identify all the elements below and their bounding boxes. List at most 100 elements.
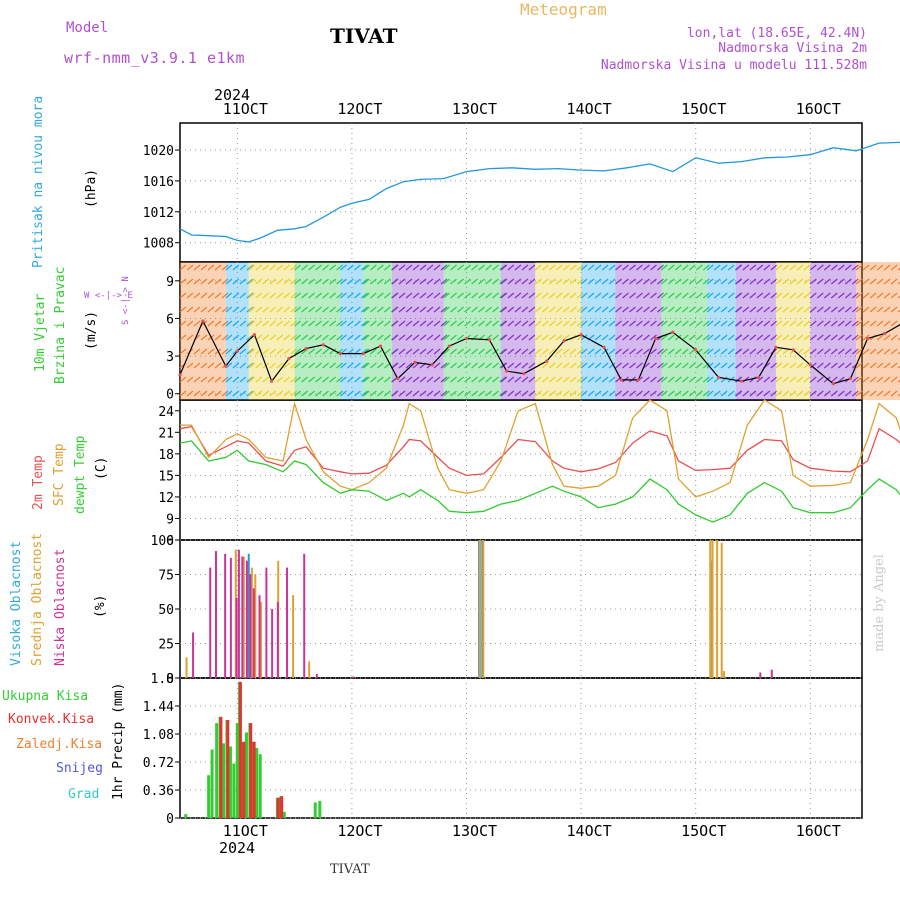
bar [209,567,212,678]
wind-barb [789,264,797,271]
wind-barb [562,390,570,397]
wind-barb [534,376,542,383]
wind-barb [412,390,420,397]
wind-barb [315,348,323,355]
wind-barb [391,348,399,355]
wind-speed-point [653,336,658,341]
wind-barb [354,362,361,369]
wind-barb [405,306,413,313]
wind-barb [322,376,330,383]
wind-barb [485,362,492,369]
wind-barb [643,320,650,327]
wind-barb [500,292,508,299]
wind-barb [290,348,298,355]
wind-barb [179,292,187,299]
wind-barb [727,320,735,327]
wind-barb [528,292,536,299]
wind-barb [660,390,668,397]
wind-barb [667,320,675,327]
y-tick-label: 0.36 [143,784,174,799]
wind-barb [562,292,570,299]
wind-barb [541,306,549,313]
wind-barb [528,362,536,369]
wind-barb [193,376,201,383]
wind-barb [450,334,457,341]
wind-barb [248,292,256,299]
wind-barb [534,390,542,397]
bar [244,732,248,818]
wind-barb [471,292,478,299]
wind-barb [890,264,898,271]
wind-barb [499,264,506,271]
wind-barb [443,362,450,369]
wind-barb [239,390,247,397]
wind-barb [276,334,284,341]
wind-barb [276,362,284,369]
wind-speed-point [866,336,870,341]
wind-barb [650,306,657,313]
wind-barb [667,306,675,313]
wind-barb [412,320,420,327]
wind-barb [485,264,492,271]
wind-barb [803,348,811,355]
wind-barb [580,362,588,369]
wind-barb [500,376,508,383]
wind-barb [329,264,337,271]
wind-barb [290,292,298,299]
wind-barb [727,348,735,355]
wind-barb [720,292,728,299]
wind-barb [796,306,804,313]
wind-barb [702,376,710,383]
wind-barb [782,348,790,355]
wind-direction-band [294,262,341,400]
wind-barb [594,362,602,369]
bar [255,748,259,818]
precip-legend-total: Ukupna Kisa [2,689,88,704]
wind-barb [576,362,584,369]
wind-barb [837,362,845,369]
wind-barb [376,278,384,285]
wind-barb [322,292,330,299]
wind-barb [541,348,549,355]
bar [214,551,217,678]
wind-barb [789,306,797,313]
wind-barb [636,334,643,341]
wind-barb [796,390,804,397]
wind-barb [340,264,347,271]
wind-speed-point [694,348,698,352]
wind-barb [179,334,187,341]
wind-barb [361,320,368,327]
wind-barb [507,362,515,369]
wind-barb [660,376,668,383]
wind-barb [883,292,891,299]
wind-barb [443,264,450,271]
wind-barb [695,348,703,355]
wind-barb [207,320,215,327]
wind-barb [398,306,406,313]
wind-barb [347,334,354,341]
wind-barb [221,264,229,271]
wind-barb [548,292,556,299]
bar [224,553,227,678]
wind-barb [391,278,399,285]
wind-barb [419,264,427,271]
wind-barb [555,292,563,299]
wind-barb [789,334,797,341]
wind-barb [897,379,900,383]
wind-barb [890,292,898,299]
wind-barb [657,292,664,299]
wind-barb [383,376,391,383]
wind-barb [742,278,750,285]
wind-barb [283,376,291,383]
wind-barb [485,348,492,355]
wind-barb [688,334,696,341]
wind-barb [660,278,668,285]
wind-barb [433,306,441,313]
wind-barb [369,334,377,341]
wind-barb [890,334,898,341]
wind-barb [383,306,391,313]
wind-barb [528,376,536,383]
wind-barb [315,278,323,285]
wind-barb [622,320,629,327]
wind-barb [457,264,464,271]
